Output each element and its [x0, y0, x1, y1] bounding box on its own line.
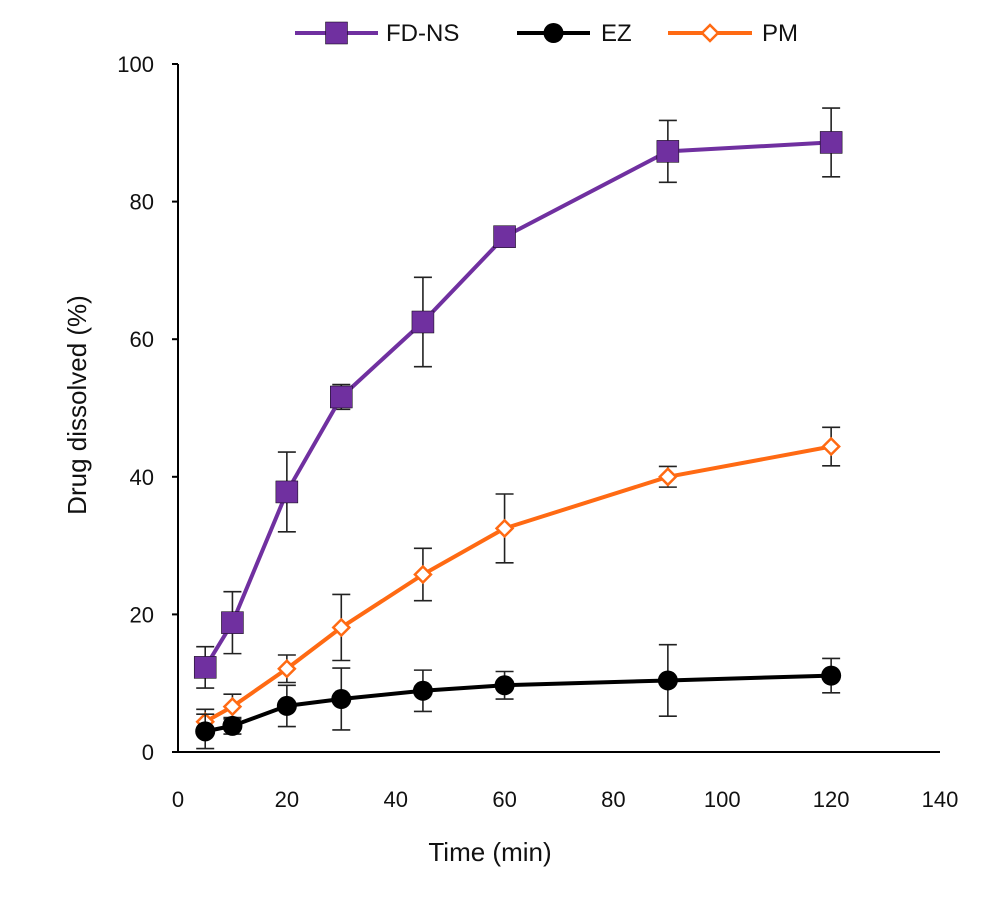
x-tick-label: 140: [922, 787, 959, 812]
legend: FD-NS EZ PM: [295, 20, 798, 47]
data-point-marker: [195, 721, 216, 742]
data-point-marker: [657, 670, 678, 691]
data-point-marker: [493, 225, 516, 248]
y-tick-label: 40: [130, 465, 154, 490]
axes: 0 20 40 60 80 100 0 20 40 60 80 100 120 140: [117, 52, 958, 812]
data-point-marker: [331, 617, 352, 638]
legend-label: EZ: [601, 20, 632, 47]
y-tick-label: 100: [117, 52, 154, 77]
series-line: [204, 673, 832, 734]
data-point-marker: [277, 658, 297, 679]
data-point-marker: [656, 140, 680, 163]
plot-area: [193, 107, 843, 750]
legend-marker: [700, 23, 720, 43]
series-line: [203, 140, 832, 669]
data-point-marker: [658, 467, 678, 487]
data-point-marker: [413, 564, 433, 585]
legend-marker: [543, 23, 564, 43]
legend-item-pm: PM: [668, 20, 798, 47]
data-point-marker: [330, 385, 353, 409]
series-fd-ns: [193, 107, 843, 689]
series-pm: [195, 426, 841, 735]
data-point-marker: [821, 665, 842, 686]
y-axis-title: Drug dissolved (%): [62, 295, 92, 515]
data-point-marker: [412, 680, 433, 701]
y-tick-label: 80: [130, 190, 154, 215]
data-point-marker: [819, 131, 843, 154]
data-point-marker: [221, 611, 244, 634]
series-ez: [195, 643, 842, 750]
y-tick-label: 60: [130, 327, 154, 352]
y-tick-label: 20: [130, 602, 154, 627]
x-tick-label: 80: [601, 787, 625, 812]
x-tick-label: 100: [704, 787, 741, 812]
data-point-marker: [275, 480, 299, 504]
data-point-marker: [411, 310, 435, 334]
data-point-marker: [222, 715, 243, 736]
legend-marker: [325, 21, 348, 45]
x-tick-label: 0: [172, 787, 184, 812]
y-tick-label: 0: [142, 740, 154, 765]
legend-item-fd-ns: FD-NS: [295, 20, 459, 47]
legend-label: FD-NS: [386, 20, 459, 47]
x-tick-label: 40: [383, 787, 407, 812]
legend-item-ez: EZ: [517, 20, 632, 47]
data-point-marker: [222, 696, 243, 717]
x-tick-label: 120: [813, 787, 850, 812]
data-point-marker: [193, 656, 217, 679]
data-point-marker: [276, 695, 297, 716]
data-point-marker: [494, 518, 515, 539]
data-point-marker: [331, 689, 352, 710]
legend-label: PM: [762, 20, 798, 47]
x-tick-label: 60: [492, 787, 516, 812]
x-tick-label: 20: [275, 787, 299, 812]
x-axis-title: Time (min): [428, 837, 551, 867]
series-line: [204, 444, 832, 724]
data-point-marker: [821, 436, 841, 457]
data-point-marker: [494, 675, 515, 696]
